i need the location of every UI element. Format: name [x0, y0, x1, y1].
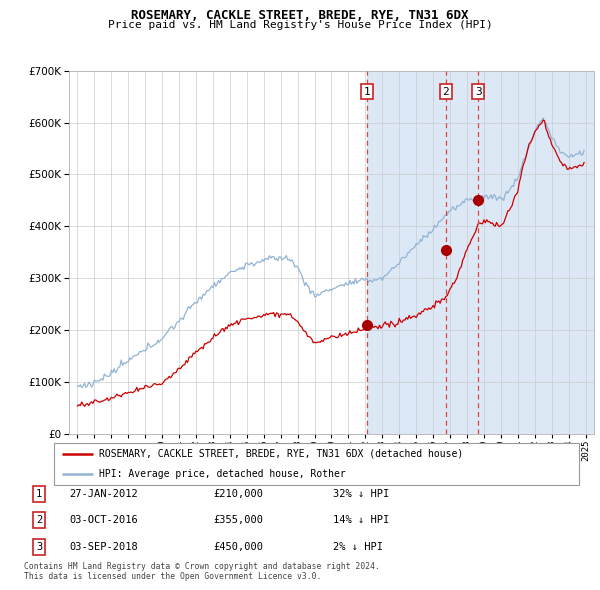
Text: 3: 3 — [36, 542, 42, 552]
Text: £210,000: £210,000 — [213, 489, 263, 499]
Text: 1: 1 — [36, 489, 42, 499]
Text: Contains HM Land Registry data © Crown copyright and database right 2024.: Contains HM Land Registry data © Crown c… — [24, 562, 380, 571]
Text: 03-OCT-2016: 03-OCT-2016 — [69, 516, 138, 525]
Text: HPI: Average price, detached house, Rother: HPI: Average price, detached house, Roth… — [98, 470, 346, 479]
Text: This data is licensed under the Open Government Licence v3.0.: This data is licensed under the Open Gov… — [24, 572, 322, 581]
Text: 3: 3 — [475, 87, 482, 97]
Text: ROSEMARY, CACKLE STREET, BREDE, RYE, TN31 6DX: ROSEMARY, CACKLE STREET, BREDE, RYE, TN3… — [131, 9, 469, 22]
Text: Price paid vs. HM Land Registry's House Price Index (HPI): Price paid vs. HM Land Registry's House … — [107, 20, 493, 30]
Text: 1: 1 — [364, 87, 370, 97]
Text: 14% ↓ HPI: 14% ↓ HPI — [333, 516, 389, 525]
Text: 2% ↓ HPI: 2% ↓ HPI — [333, 542, 383, 552]
Text: 2: 2 — [442, 87, 449, 97]
Text: £450,000: £450,000 — [213, 542, 263, 552]
Text: £355,000: £355,000 — [213, 516, 263, 525]
Text: 2: 2 — [36, 516, 42, 525]
Text: 27-JAN-2012: 27-JAN-2012 — [69, 489, 138, 499]
FancyBboxPatch shape — [54, 442, 579, 485]
Text: 03-SEP-2018: 03-SEP-2018 — [69, 542, 138, 552]
Text: ROSEMARY, CACKLE STREET, BREDE, RYE, TN31 6DX (detached house): ROSEMARY, CACKLE STREET, BREDE, RYE, TN3… — [98, 449, 463, 459]
Bar — [367, 71, 594, 434]
Text: 32% ↓ HPI: 32% ↓ HPI — [333, 489, 389, 499]
